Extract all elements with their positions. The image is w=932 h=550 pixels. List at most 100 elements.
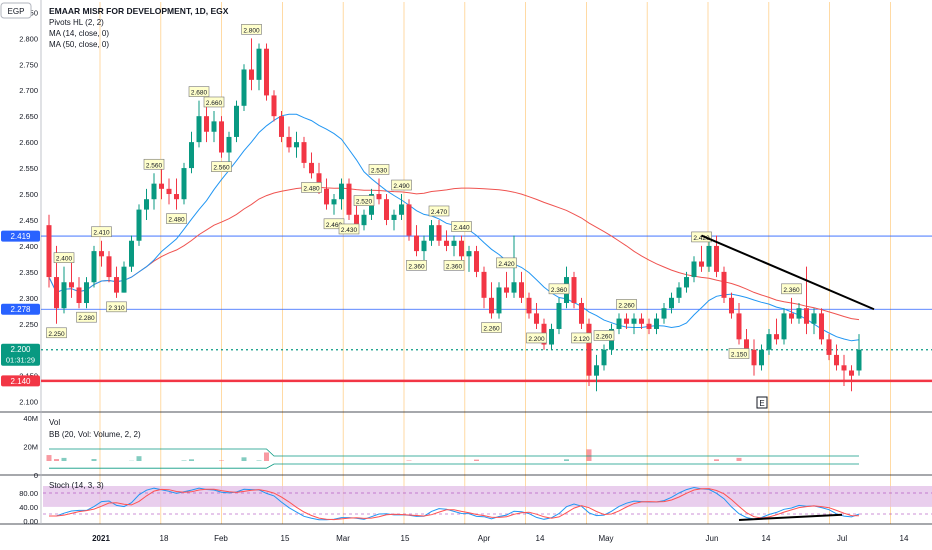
- pivot-label: 2.470: [428, 205, 450, 217]
- candle-body: [466, 251, 472, 257]
- pivot-label-text: 2.420: [693, 235, 710, 242]
- price-tick-label: 2.250: [19, 320, 38, 329]
- volume-bar: [736, 457, 742, 461]
- indicator-ma50[interactable]: MA (50, close, 0): [49, 40, 109, 49]
- candle-body: [151, 183, 157, 200]
- pivot-label: 2.520: [353, 195, 375, 206]
- time-tick-label: Mar: [336, 534, 350, 543]
- candle-body: [661, 308, 667, 319]
- pivot-label-box: [781, 283, 802, 295]
- candle-body: [781, 313, 787, 340]
- price-tag-text: 2.140: [10, 377, 31, 386]
- candle-body: [669, 297, 674, 309]
- time-tick-label: Feb: [214, 534, 228, 543]
- chart-title[interactable]: EMAAR MISR FOR DEVELOPMENT, 1D, EGX: [49, 6, 229, 16]
- pivot-label-text: 2.120: [573, 336, 590, 343]
- time-tick-label: May: [598, 534, 613, 543]
- pivot-label-text: 2.410: [93, 230, 110, 237]
- candle-body: [189, 142, 194, 169]
- event-marker[interactable]: E: [756, 396, 768, 409]
- price-tag-bg: [1, 343, 40, 366]
- candle-body: [106, 256, 112, 278]
- price-tick-label: 2.450: [19, 216, 38, 225]
- candle-body: [114, 277, 119, 293]
- pivot-label-box: [691, 231, 712, 243]
- pivot-label-text: 2.420: [498, 261, 515, 268]
- candle-body: [856, 349, 862, 371]
- pivot-label-text: 2.360: [408, 263, 425, 270]
- stoch-pane-label[interactable]: Stoch (14, 3, 3): [49, 481, 104, 490]
- volume-bar: [189, 459, 194, 461]
- pivot-label-text: 2.360: [446, 263, 463, 270]
- candle-body: [76, 287, 82, 304]
- candle-body: [84, 282, 89, 304]
- pivot-label: 2.260: [616, 299, 637, 310]
- pivot-label-box: [106, 301, 127, 313]
- pivot-label-text: 2.400: [56, 256, 73, 263]
- candle-body: [774, 334, 779, 340]
- candle-body: [271, 95, 277, 117]
- volume-pane-label[interactable]: Vol: [49, 418, 60, 427]
- pivot-label-text: 2.800: [243, 27, 260, 34]
- time-tick-label: Apr: [478, 534, 491, 543]
- bb-pane-label[interactable]: BB (20, Vol: Volume, 2, 2): [49, 430, 141, 439]
- price-tag-bg: [1, 303, 40, 315]
- candle-body: [331, 199, 337, 205]
- pivot-label: 2.250: [46, 327, 67, 339]
- candle-body: [226, 136, 232, 153]
- candle-body: [46, 225, 52, 278]
- volume-bar: [54, 459, 59, 461]
- candle-body: [736, 313, 742, 340]
- currency-badge[interactable]: [0, 2, 32, 19]
- candle-body: [376, 194, 382, 200]
- pivot-label: 2.440: [451, 221, 472, 232]
- candle-body: [196, 116, 202, 143]
- time-tick-label: 14: [900, 534, 909, 543]
- candle-body: [639, 318, 644, 324]
- candle-body: [601, 349, 607, 366]
- indicator-pivots[interactable]: Pivots HL (2, 2): [49, 18, 104, 27]
- pivot-label-text: 2.440: [453, 225, 470, 232]
- price-tag-countdown: 01:31:29: [6, 356, 35, 365]
- candle-body: [129, 240, 134, 267]
- candle-body: [579, 303, 584, 324]
- pivot-label-box: [391, 179, 412, 191]
- candle-body: [714, 245, 719, 272]
- price-tick-label: 2.700: [19, 86, 38, 95]
- candle-body: [459, 240, 464, 257]
- candle-body: [406, 204, 412, 236]
- price-tick-label: 2.300: [19, 294, 38, 303]
- candle-body: [684, 277, 689, 288]
- volume-bar: [714, 459, 719, 461]
- volume-bar: [256, 460, 262, 461]
- pivot-label-text: 2.150: [731, 352, 748, 359]
- indicator-ma14[interactable]: MA (14, close, 0): [49, 29, 109, 38]
- candle-body: [414, 235, 419, 252]
- pivot-label-text: 2.250: [48, 331, 65, 338]
- candle-body: [571, 277, 577, 304]
- candle-body: [519, 282, 524, 298]
- pivot-label-box: [76, 311, 97, 323]
- candle-body: [706, 245, 712, 267]
- trendline-resistance: [701, 234, 875, 311]
- header: EGP EMAAR MISR FOR DEVELOPMENT, 1D, EGX …: [0, 2, 229, 49]
- pivot-label-text: 2.260: [618, 302, 635, 309]
- pivot-label-text: 2.480: [303, 185, 320, 192]
- candle-body: [249, 69, 254, 80]
- event-marker-box: [756, 396, 768, 409]
- pivot-label-box: [53, 252, 75, 263]
- candle-body: [421, 240, 427, 252]
- price-tick-label: 2.550: [19, 164, 38, 173]
- pivot-label-text: 2.360: [783, 287, 800, 294]
- candle-body: [504, 287, 509, 293]
- pivot-label-box: [548, 283, 570, 295]
- price-tag-text: 2.278: [10, 305, 31, 314]
- pivot-label: 2.200: [526, 332, 547, 344]
- pivot-label-text: 2.470: [431, 209, 448, 216]
- pivot-label: 2.480: [301, 182, 322, 193]
- volume-bar: [564, 459, 569, 461]
- candle-body: [241, 69, 247, 106]
- volume-bar: [586, 449, 592, 461]
